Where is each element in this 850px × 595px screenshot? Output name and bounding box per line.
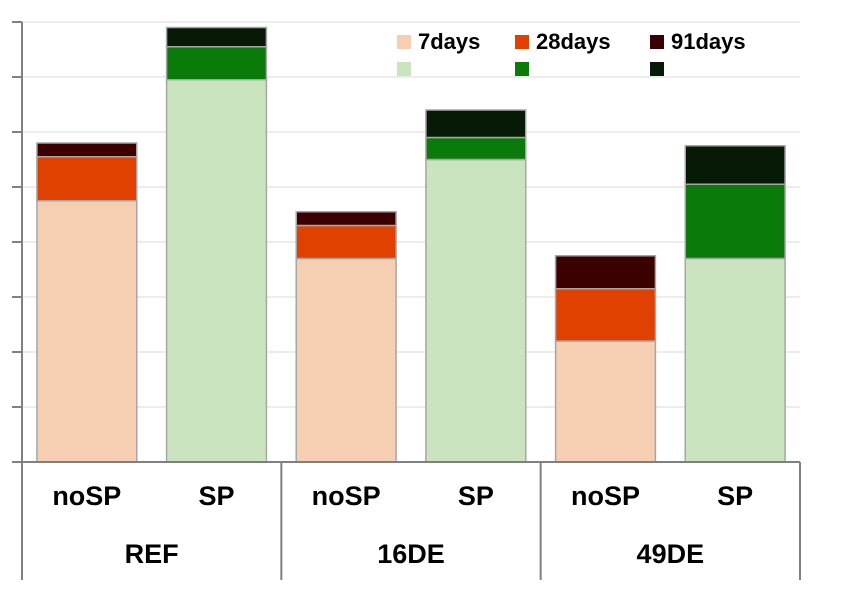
bar-segment-49de-sp-7days: [684, 257, 786, 463]
bar-segment-16de-sp-91days: [425, 109, 527, 139]
legend-swatch-7days-green: [397, 62, 411, 76]
bar-segment-ref-sp-28days: [165, 46, 268, 81]
bar-segment-16de-nosp-28days: [295, 224, 397, 260]
x-tick-label: noSP: [52, 481, 121, 511]
bar-segment-49de-nosp-28days: [554, 288, 657, 342]
bar-segment-ref-sp-91days: [165, 26, 268, 48]
legend-label: 91days: [671, 29, 746, 54]
x-tick-label: SP: [458, 481, 494, 511]
group-label: REF: [125, 539, 179, 569]
bar-segment-ref-sp-7days: [165, 79, 268, 463]
x-tick-label: noSP: [571, 481, 640, 511]
bars: [36, 26, 786, 463]
legend-swatch-28days-green: [515, 62, 529, 76]
x-tick-label: SP: [198, 481, 234, 511]
bar-segment-49de-sp-28days: [684, 183, 786, 260]
bar-segment-16de-sp-7days: [425, 158, 527, 463]
bar-segment-16de-nosp-7days: [295, 257, 397, 463]
bar-segment-ref-nosp-28days: [36, 156, 138, 202]
gridlines: [22, 21, 800, 408]
group-label: 49DE: [637, 539, 705, 569]
x-tick-label: noSP: [312, 481, 381, 511]
bar-segment-ref-nosp-91days: [36, 142, 138, 158]
bar-segment-16de-nosp-91days: [295, 211, 397, 227]
legend: 7days 28days 91days: [397, 29, 746, 76]
y-axis-ticks: [12, 21, 22, 463]
legend-swatch-28days-orange: [515, 35, 529, 49]
legend-label: 7days: [418, 29, 480, 54]
bar-segment-49de-nosp-91days: [554, 255, 657, 290]
x-tick-label: SP: [717, 481, 753, 511]
bar-segment-ref-nosp-7days: [36, 200, 138, 463]
bar-segment-16de-sp-28days: [425, 136, 527, 161]
bar-segment-49de-nosp-7days: [554, 340, 657, 463]
group-label: 16DE: [377, 539, 445, 569]
legend-label: 28days: [536, 29, 611, 54]
legend-swatch-7days-orange: [397, 35, 411, 49]
bar-segment-49de-sp-91days: [684, 145, 786, 185]
legend-swatch-91days-orange: [650, 35, 664, 49]
legend-swatch-91days-green: [650, 62, 664, 76]
